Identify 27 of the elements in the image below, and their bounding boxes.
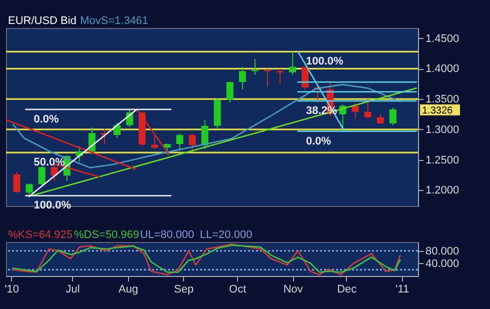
y-tick-label: 80.000 bbox=[426, 245, 460, 258]
ref-line-label: LL=20.000 bbox=[200, 229, 252, 241]
series-label: %KS=64.925 bbox=[8, 229, 73, 241]
x-tick-label: Aug bbox=[118, 284, 138, 296]
x-tick-label: Dec bbox=[337, 284, 358, 296]
y-tick-label: 40.000 bbox=[426, 258, 460, 270]
x-tick-label: Jul bbox=[66, 284, 80, 296]
x-tick-label: Nov bbox=[283, 284, 304, 296]
text: 1.3326 bbox=[422, 105, 454, 116]
series-label: %DS=50.969 bbox=[74, 229, 140, 241]
x-tick-label: '11 bbox=[396, 284, 410, 296]
y-tick-label: 1.3000 bbox=[426, 124, 460, 136]
ref-line-label: UL=80.000 bbox=[140, 229, 194, 241]
y-tick-label: 1.4500 bbox=[426, 32, 460, 45]
text: MovS=1.3461 bbox=[80, 15, 148, 27]
y-tick-label: 1.4000 bbox=[426, 63, 460, 76]
annotation: 0.0% bbox=[34, 113, 59, 126]
y-tick-label: 1.2500 bbox=[426, 154, 460, 166]
annotation: 100.0% bbox=[306, 56, 344, 68]
chart-title: EUR/USD Bid bbox=[8, 15, 76, 27]
x-tick-label: Sep bbox=[174, 284, 194, 296]
y-tick-label: 1.3500 bbox=[426, 94, 460, 106]
y-tick-label: 1.2000 bbox=[426, 184, 460, 197]
annotation: 0.0% bbox=[306, 135, 332, 148]
annotation: 100.0% bbox=[34, 200, 72, 212]
x-tick-label: '10 bbox=[4, 284, 20, 296]
x-tick-label: Oct bbox=[229, 284, 246, 296]
